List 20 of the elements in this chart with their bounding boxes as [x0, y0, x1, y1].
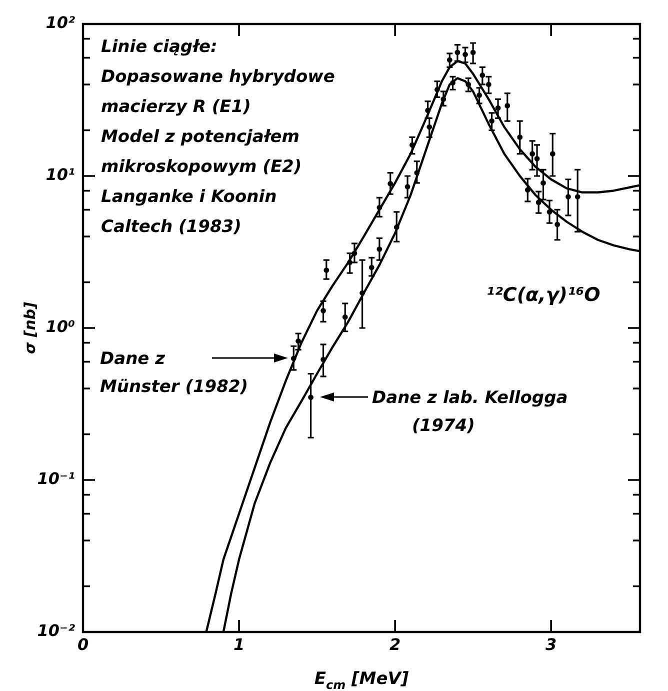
annotation: mikroskopowym (E2) [101, 157, 302, 177]
annotation: Dane z lab. Kellogga (1974) [372, 388, 568, 436]
y-tick-label: 10² [46, 13, 75, 32]
annotation: macierzy R (E1) [101, 97, 251, 117]
text: ¹²C(α,γ)¹⁶O [486, 284, 600, 306]
y-tick-label: 10⁰ [46, 317, 75, 336]
annotation: Dane z Münster (1982) [100, 349, 248, 397]
y-tick-label: 10¹ [46, 165, 75, 184]
y-tick-label: 10⁻¹ [37, 469, 75, 488]
y-axis-title: σ [nb] [21, 302, 39, 354]
annotation: Dopasowane hybrydowe [101, 67, 335, 87]
y-tick-label: 10⁻² [37, 621, 75, 640]
annotation: Caltech (1983) [101, 217, 242, 237]
annotation: Model z potencjałem [101, 127, 300, 147]
x-tick-label: 3 [545, 634, 557, 654]
annotation: Langanke i Koonin [101, 187, 277, 207]
x-tick-label: 0 [77, 634, 89, 654]
x-tick-label: 1 [233, 634, 245, 654]
x-tick-label: 2 [389, 634, 401, 654]
annotation: Linie ciągłe: [101, 37, 218, 57]
